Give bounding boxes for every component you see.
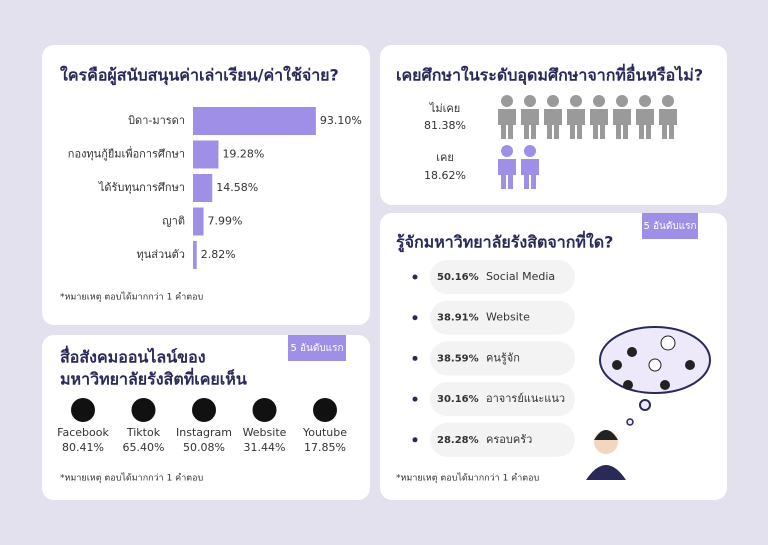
person-icon: [521, 159, 539, 189]
item-value: 38.91%: [437, 313, 479, 324]
pill: [430, 422, 575, 457]
item-name: Tiktok: [126, 426, 161, 439]
badge-bg: [642, 213, 698, 239]
item-value: 28.28%: [437, 435, 479, 446]
person-icon: [521, 109, 539, 139]
bullet: [412, 437, 418, 443]
badge: 5 อันดับแรก: [643, 221, 696, 232]
note: *หมายเหตุ ตอบได้มากกว่า 1 คำตอบ: [396, 473, 540, 484]
item-label: อาจารย์แนะแนว: [486, 392, 565, 405]
item-value: 80.41%: [62, 441, 104, 454]
person-icon: [501, 95, 513, 107]
people-icons: [498, 95, 677, 189]
person-icon: [659, 109, 677, 139]
pill: [430, 341, 575, 376]
category-label: กองทุนกู้ยืมเพื่อการศึกษา: [68, 146, 185, 161]
person-icon: [616, 95, 628, 107]
bar: [193, 107, 316, 135]
item-label: Website: [486, 311, 530, 324]
person-icon: [524, 95, 536, 107]
badge-bg: [288, 335, 346, 361]
value-label: 93.10%: [320, 114, 362, 127]
item-value: 17.85%: [304, 441, 346, 454]
person-icon: [567, 109, 585, 139]
badge: 5 อันดับแรก: [290, 343, 343, 354]
person-icon: [547, 95, 559, 107]
value-label: 2.82%: [201, 248, 236, 261]
panel-title: เคยศึกษาในระดับอุดมศึกษาจากที่อื่นหรือไม…: [396, 64, 703, 86]
person-icon: [636, 109, 654, 139]
pill: [430, 260, 575, 294]
social-icon: [192, 398, 216, 422]
bar: [193, 174, 213, 202]
panel-title: รู้จักมหาวิทยาลัยรังสิตจากที่ใด?: [396, 231, 613, 254]
item-value: 65.40%: [123, 441, 165, 454]
pill: [430, 300, 575, 335]
item-value: 30.16%: [437, 394, 479, 405]
category-label: ญาติ: [162, 215, 185, 228]
social-icon: [313, 398, 337, 422]
person-icon: [501, 145, 513, 157]
item-name: Website: [243, 426, 287, 439]
note: *หมายเหตุ ตอบได้มากกว่า 1 คำตอบ: [60, 473, 204, 484]
person-icon: [662, 95, 674, 107]
item-label: Social Media: [486, 270, 555, 283]
row-value: 18.62%: [424, 169, 466, 182]
social-list: Facebook 80.41% Tiktok 65.40% Instagram 50.08…: [57, 398, 347, 454]
value-label: 14.58%: [216, 181, 258, 194]
bullet: [412, 355, 418, 361]
person-icon: [570, 95, 582, 107]
person-icon: [498, 159, 516, 189]
category-label: บิดา-มารดา: [128, 114, 185, 127]
value-label: 7.99%: [208, 215, 243, 228]
item-value: 50.08%: [183, 441, 225, 454]
item-value: 38.59%: [437, 353, 479, 364]
person-icon: [613, 109, 631, 139]
item-label: ครอบครัว: [486, 433, 532, 446]
item-value: 50.16%: [437, 272, 479, 283]
person-icon: [544, 109, 562, 139]
bar: [193, 207, 204, 236]
category-label: ทุนส่วนตัว: [136, 248, 185, 261]
social-icon: [252, 398, 277, 422]
bar: [193, 140, 219, 169]
item-label: คนรู้จัก: [486, 351, 520, 364]
person-icon: [590, 109, 608, 139]
category-label: ได้รับทุนการศึกษา: [98, 181, 185, 194]
pill: [430, 382, 575, 417]
bullet: [412, 274, 418, 280]
person-icon: [639, 95, 651, 107]
person-icon: [524, 145, 536, 157]
person-icon: [593, 95, 605, 107]
row-label: เคย: [436, 151, 454, 164]
chart-title: ใครคือผู้สนับสนุนค่าเล่าเรียน/ค่าใช้จ่าย…: [60, 66, 339, 87]
item-name: Instagram: [176, 426, 232, 439]
awareness-list: 50.16% Social Media 38.91% Website 38.59% คนร…: [412, 260, 575, 457]
illustration: [586, 326, 711, 480]
value-label: 19.28%: [222, 148, 264, 161]
item-value: 31.44%: [244, 441, 286, 454]
bullet: [412, 396, 418, 402]
person-icon: [498, 109, 516, 139]
social-icon: [71, 398, 95, 422]
bullet: [412, 315, 418, 321]
item-name: Youtube: [302, 426, 347, 439]
bar: [193, 241, 197, 269]
panel-title: สื่อสังคมออนไลน์ของ: [60, 346, 206, 367]
note: *หมายเหตุ ตอบได้มากกว่า 1 คำตอบ: [60, 292, 204, 303]
panel-title: มหาวิทยาลัยรังสิตที่เคยเห็น: [60, 368, 247, 389]
item-name: Facebook: [57, 426, 109, 439]
row-value: 81.38%: [424, 119, 466, 132]
row-label: ไม่เคย: [429, 102, 460, 115]
social-icon: [131, 398, 156, 422]
